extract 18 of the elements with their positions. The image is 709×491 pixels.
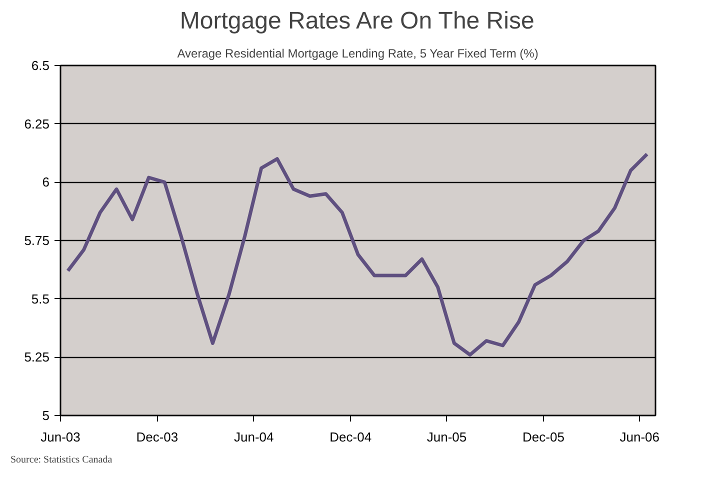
x-tick-label: Jun-04 (234, 430, 274, 444)
y-tick-label: 5.5 (31, 291, 50, 306)
x-tick-label: Jun-06 (620, 430, 660, 444)
y-tick-label: 5.75 (24, 233, 50, 248)
line-series (66, 152, 649, 357)
chart-subtitle: Average Residential Mortgage Lending Rate, 5 Year Fixed Term (%) (177, 46, 538, 60)
chart-title: Mortgage Rates Are On The Rise (180, 8, 534, 34)
y-tick-label: 6 (42, 174, 50, 190)
y-tick-label: 5.25 (24, 350, 50, 365)
y-tick-label: 6.25 (24, 116, 50, 132)
y-tick-label: 6.5 (31, 58, 50, 73)
x-tick-label: Jun-03 (40, 430, 80, 444)
x-tick-label: Dec-03 (136, 430, 178, 444)
source-note: Source: Statistics Canada (10, 454, 113, 466)
x-tick-label: Jun-05 (426, 430, 467, 444)
y-tick-label: 5 (42, 408, 50, 423)
x-tick-label: Dec-05 (522, 430, 564, 444)
x-tick-label: Dec-04 (330, 430, 372, 444)
